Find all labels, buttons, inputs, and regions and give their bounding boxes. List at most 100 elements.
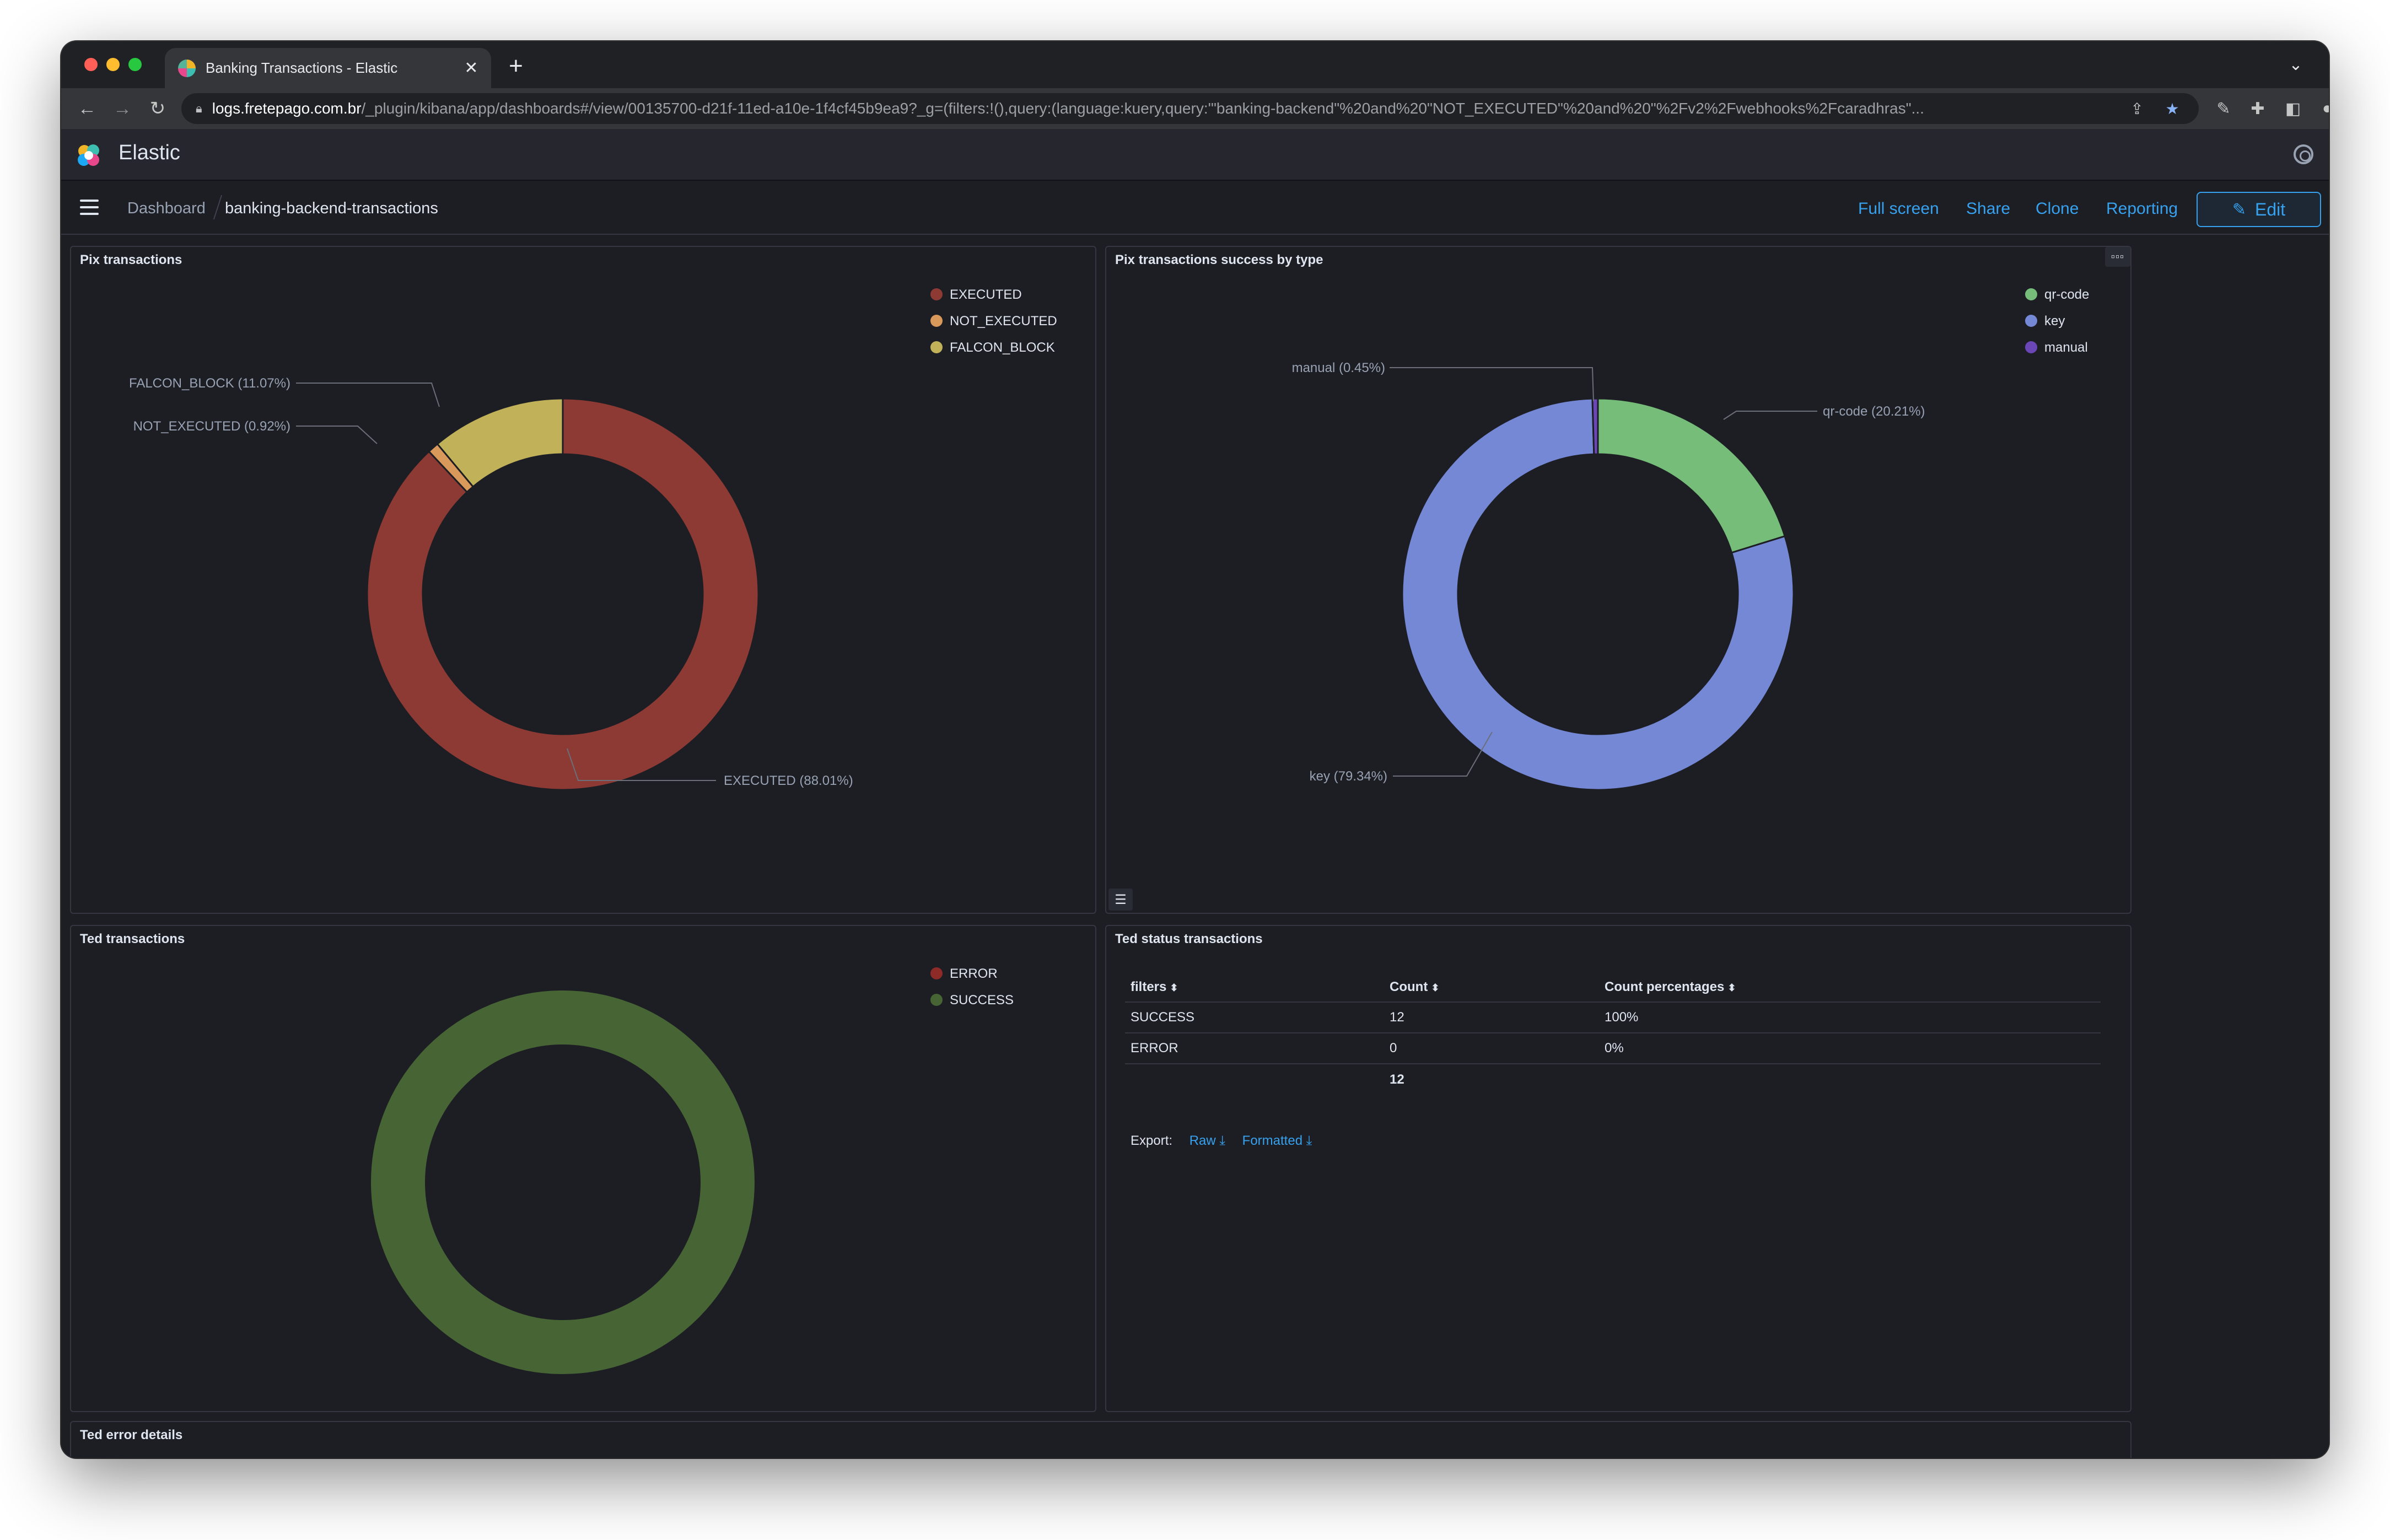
- column-header-filters[interactable]: filters ⬍: [1125, 972, 1384, 1003]
- cell-filter: ERROR: [1125, 1033, 1384, 1064]
- pencil-icon: ✎: [2232, 200, 2246, 219]
- cell-percentage: 0%: [1599, 1033, 2101, 1064]
- legend-dot-executed: [930, 288, 943, 300]
- breadcrumb-dashboard[interactable]: Dashboard: [127, 200, 206, 217]
- window-minimize-button[interactable]: [106, 58, 120, 71]
- panel-title: Pix transactions success by type: [1115, 252, 1323, 267]
- panel-title: Ted transactions: [80, 931, 185, 946]
- edit-button[interactable]: ✎ Edit: [2197, 192, 2321, 227]
- browser-tab[interactable]: Banking Transactions - Elastic ✕: [165, 48, 491, 88]
- legend-item-qr-code[interactable]: qr-code: [2044, 287, 2089, 302]
- reload-icon[interactable]: ↻: [149, 98, 166, 119]
- browser-window: Banking Transactions - Elastic ✕ + ⌄ ← →…: [61, 41, 2329, 1458]
- url-host: logs.fretepago.com.br: [212, 100, 362, 117]
- export-label: Export:: [1131, 1133, 1173, 1148]
- export-row: Export: Raw ⤓ Formatted ⤓: [1131, 1133, 1312, 1149]
- panel-ted-error-details[interactable]: Ted error details: [70, 1421, 2131, 1458]
- legend-dot-falcon: [930, 341, 943, 353]
- reporting-link[interactable]: Reporting: [2106, 200, 2178, 218]
- lock-icon: 🔒︎: [196, 101, 202, 115]
- slice-success[interactable]: [371, 990, 755, 1374]
- bookmark-star-icon[interactable]: ★: [2165, 100, 2179, 117]
- share-page-icon[interactable]: ⇪: [2130, 100, 2144, 117]
- legend-item-key[interactable]: key: [2044, 314, 2065, 329]
- share-link[interactable]: Share: [1966, 200, 2011, 218]
- panel-title: Pix transactions: [80, 252, 182, 267]
- legend-item-error[interactable]: ERROR: [950, 966, 998, 981]
- panel-ted-transactions[interactable]: Ted transactions ERROR SUCCESS: [70, 925, 1096, 1412]
- side-panel-icon[interactable]: ◧: [2285, 99, 2301, 118]
- dashboard-grid: Pix transactions FALCON_BLOCK (11.07%) N…: [61, 235, 2329, 1458]
- download-icon: ⤓: [1219, 1133, 1225, 1148]
- sort-icon: ⬍: [1727, 982, 1736, 993]
- table-total-row: 12: [1125, 1064, 2101, 1095]
- column-header-count[interactable]: Count ⬍: [1384, 972, 1599, 1003]
- cell-count: 12: [1384, 1002, 1599, 1033]
- cell-count: 0: [1384, 1033, 1599, 1064]
- leader-line-manual: [1390, 367, 1594, 402]
- ted-donut-chart: ERROR SUCCESS: [371, 966, 1014, 1374]
- url-path: /_plugin/kibana/app/dashboards#/view/001…: [361, 100, 1924, 117]
- profile-avatar-icon[interactable]: ●: [2322, 99, 2329, 117]
- new-tab-button[interactable]: +: [509, 52, 523, 79]
- leader-line-not-executed: [296, 426, 378, 444]
- address-bar[interactable]: 🔒︎ logs.fretepago.com.br /_plugin/kibana…: [181, 93, 2199, 124]
- tab-bar: Banking Transactions - Elastic ✕ + ⌄: [61, 41, 2329, 88]
- legend-dot-not-executed: [930, 315, 943, 327]
- column-header-percentage[interactable]: Count percentages ⬍: [1599, 972, 2101, 1003]
- panel-title: Ted status transactions: [1115, 931, 1263, 946]
- legend: EXECUTED NOT_EXECUTED FALCON_BLOCK: [930, 287, 1057, 355]
- leader-line-key: [1393, 731, 1493, 777]
- slice-label-qr-code: qr-code (20.21%): [1823, 404, 1925, 419]
- full-screen-link[interactable]: Full screen: [1858, 200, 1939, 218]
- legend-dot-qr-code: [2025, 288, 2037, 300]
- extensions-puzzle-icon[interactable]: ✚: [2251, 99, 2265, 118]
- forward-arrow-icon[interactable]: →: [113, 98, 132, 119]
- panel-ted-status[interactable]: Ted status transactions filters ⬍ Count ⬍ …: [1105, 925, 2131, 1412]
- pix-donut-chart: FALCON_BLOCK (11.07%) NOT_EXECUTED (0.92…: [129, 287, 1057, 791]
- tab-close-icon[interactable]: ✕: [464, 59, 478, 77]
- export-formatted-link[interactable]: Formatted ⤓: [1242, 1133, 1312, 1148]
- breadcrumb-separator: [213, 195, 223, 219]
- legend-item-success[interactable]: SUCCESS: [950, 993, 1014, 1008]
- hamburger-menu-icon[interactable]: [80, 200, 99, 215]
- legend-item-executed[interactable]: EXECUTED: [950, 287, 1022, 302]
- clone-link[interactable]: Clone: [2036, 200, 2079, 218]
- panel-pix-transactions[interactable]: Pix transactions FALCON_BLOCK (11.07%) N…: [70, 246, 1096, 914]
- legend-item-manual[interactable]: manual: [2044, 340, 2088, 355]
- tab-search-chevron-icon[interactable]: ⌄: [2289, 55, 2303, 74]
- sort-icon: ⬍: [1170, 982, 1178, 993]
- legend-dot-success: [930, 994, 943, 1006]
- export-raw-link[interactable]: Raw ⤓: [1189, 1133, 1225, 1148]
- legend-dot-key: [2025, 315, 2037, 327]
- legend-dot-error: [930, 967, 943, 979]
- panel-pix-type[interactable]: Pix transactions success by type ▫▫▫ man…: [1105, 246, 2131, 914]
- pen-extension-icon[interactable]: ✎: [2216, 99, 2231, 118]
- status-table: filters ⬍ Count ⬍ Count percentages ⬍ SUCCE…: [1125, 972, 2101, 1095]
- legend: qr-code key manual: [2025, 287, 2089, 355]
- tab-title: Banking Transactions - Elastic: [206, 60, 398, 76]
- slice-key[interactable]: [1401, 397, 1795, 791]
- slice-executed[interactable]: [366, 397, 760, 791]
- pix-type-donut-chart: manual (0.45%) qr-code (20.21%) key (79.…: [1292, 287, 2089, 791]
- slice-manual[interactable]: [1591, 397, 1599, 455]
- help-menu-icon[interactable]: [2294, 144, 2313, 164]
- window-maximize-button[interactable]: [128, 58, 142, 71]
- slice-label-executed: EXECUTED (88.01%): [724, 773, 853, 788]
- kibana-subheader: Dashboard banking-backend-transactions F…: [61, 181, 2329, 235]
- legend-toggle-icon[interactable]: ☰: [1108, 889, 1133, 911]
- slice-qr-code[interactable]: [1597, 397, 1786, 554]
- slice-label-key: key (79.34%): [1310, 769, 1387, 784]
- slice-falcon-block[interactable]: [436, 397, 564, 488]
- legend-item-falcon[interactable]: FALCON_BLOCK: [950, 340, 1055, 355]
- slice-label-falcon: FALCON_BLOCK (11.07%): [129, 376, 290, 391]
- breadcrumb-current: banking-backend-transactions: [225, 200, 438, 217]
- back-arrow-icon[interactable]: ←: [78, 98, 96, 119]
- window-close-button[interactable]: [84, 58, 98, 71]
- legend-item-not-executed[interactable]: NOT_EXECUTED: [950, 314, 1057, 329]
- donut-slices: [1401, 397, 1795, 791]
- panel-options-button[interactable]: ▫▫▫: [2105, 247, 2130, 267]
- download-icon: ⤓: [1306, 1133, 1312, 1148]
- elastic-logo-icon[interactable]: [76, 142, 102, 169]
- edit-label: Edit: [2255, 199, 2286, 219]
